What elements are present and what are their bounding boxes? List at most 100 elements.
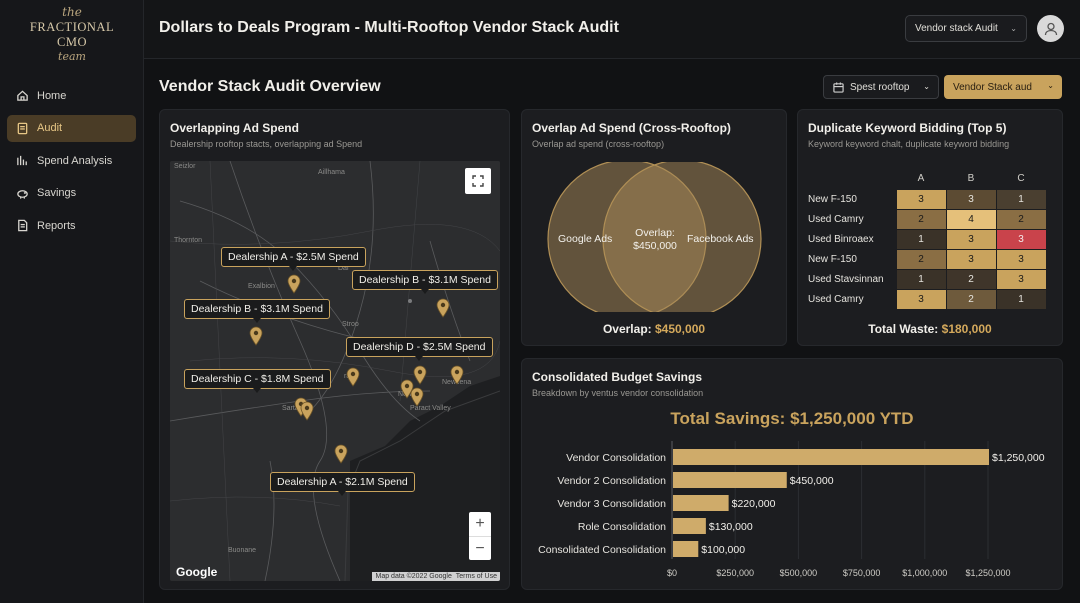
heatmap-cell[interactable]: 3 [895, 288, 947, 310]
x-tick-label: $250,000 [716, 568, 754, 578]
zoom-out-button[interactable]: − [469, 536, 491, 560]
heatmap-row-label: Used Camry [808, 293, 864, 305]
page-title: Vendor Stack Audit Overview [159, 78, 381, 95]
heatmap-cell[interactable]: 3 [995, 268, 1047, 290]
heatmap-cell[interactable]: 3 [945, 248, 997, 270]
user-avatar[interactable] [1037, 15, 1064, 42]
dealership-label[interactable]: Dealership A - $2.5M Spend [221, 247, 366, 271]
x-tick-label: $1,250,000 [965, 568, 1010, 578]
heatmap-row: New F-150 3 3 1 [808, 188, 1047, 210]
venn-circle-facebook[interactable] [602, 162, 762, 312]
map-town: Buonane [228, 547, 257, 554]
venn-center-line-2: $450,000 [633, 240, 677, 252]
map-pin-icon[interactable] [413, 365, 427, 385]
app-title: Dollars to Deals Program - Multi-Rooftop… [159, 19, 619, 36]
sidebar-item-spend-analysis[interactable]: Spend Analysis [7, 147, 136, 174]
x-tick-label: $1,000,000 [902, 568, 947, 578]
dealership-label[interactable]: Dealership D - $2.5M Spend [346, 337, 493, 361]
sidebar-item-label: Savings [37, 187, 77, 199]
map-pin-icon[interactable] [287, 274, 301, 294]
map-pin-icon[interactable] [346, 367, 360, 387]
sidebar-item-savings[interactable]: Savings [7, 180, 136, 207]
total-savings: Total Savings: $1,250,000 YTD [670, 409, 914, 428]
heatmap-cell[interactable]: 3 [995, 228, 1047, 250]
sidebar-item-reports[interactable]: Reports [7, 212, 136, 239]
fullscreen-button[interactable] [465, 168, 491, 194]
dealership-label[interactable]: Dealership B - $3.1M Spend [352, 270, 498, 294]
savings-bar[interactable] [673, 518, 706, 534]
rooftop-select-button[interactable]: Spest rooftop ⌄ [823, 75, 939, 99]
map-pin-icon[interactable] [400, 379, 414, 399]
heatmap-cell[interactable]: 2 [945, 288, 997, 310]
heatmap-cell[interactable]: 1 [995, 288, 1047, 310]
budget-savings-card: Consolidated Budget Savings Breakdown by… [521, 358, 1063, 590]
map-town: Stroo [342, 321, 359, 328]
heatmap-row-label: Used Binroaex [808, 233, 874, 245]
user-icon [1044, 22, 1057, 35]
sidebar-nav: Home Audit Spend Analysis Savings Reports [7, 82, 136, 245]
map-town: Dal [338, 265, 349, 272]
heatmap-cell[interactable]: 3 [945, 228, 997, 250]
savings-bar[interactable] [673, 472, 787, 488]
heatmap-row-label: New F-150 [808, 193, 857, 205]
bar-chart-icon [17, 155, 27, 166]
audit-select[interactable]: Vendor stack Audit ⌄ [905, 15, 1027, 42]
vendor-stack-button[interactable]: Vendor Stack aud ⌄ [944, 75, 1062, 99]
rooftop-select-label: Spest rooftop [850, 81, 910, 93]
map-town: Thornton [174, 237, 203, 244]
map-pin-icon[interactable] [334, 444, 348, 464]
sidebar-item-home[interactable]: Home [7, 82, 136, 109]
heatmap-cell[interactable]: 1 [995, 188, 1047, 210]
sidebar-item-label: Spend Analysis [37, 154, 113, 167]
map-data-link[interactable]: Map data ©2022 Google [375, 573, 452, 580]
heatmap-cell[interactable]: 2 [895, 208, 947, 230]
map-pin-icon[interactable] [450, 365, 464, 385]
dealership-label[interactable]: Dealership B - $3.1M Spend [184, 299, 330, 323]
map-attribution: Map data ©2022 Google Terms of Use [372, 572, 500, 581]
heatmap-row: Used Camry 3 2 1 [808, 288, 1047, 310]
terms-link[interactable]: Terms of Use [455, 573, 497, 580]
zoom-in-button[interactable]: + [475, 515, 485, 532]
chevron-down-icon: ⌄ [923, 82, 930, 91]
heatmap-cell[interactable]: 3 [995, 248, 1047, 270]
audit-select-value: Vendor stack Audit [915, 23, 998, 34]
heatmap-cell[interactable]: 3 [895, 188, 947, 210]
card-subtitle: Dealership rooftop stacts, overlapping a… [170, 139, 363, 149]
sidebar-item-label: Home [37, 89, 67, 102]
brand-logo[interactable]: the FRACTIONAL CMO team [14, 6, 130, 63]
footer-label: Overlap: [602, 322, 652, 336]
dealership-map[interactable]: Seizlor Aillhama Thornton Exalbion Dal S… [170, 161, 500, 581]
map-pin-icon[interactable] [249, 326, 263, 346]
card-title: Overlap Ad Spend (Cross-Rooftop) [532, 121, 731, 135]
venn-diagram [547, 162, 762, 312]
google-logo: Google [176, 565, 218, 579]
heatmap-cell[interactable]: 2 [995, 208, 1047, 230]
heatmap-cell[interactable]: 4 [945, 208, 997, 230]
map-pin-icon[interactable] [300, 401, 314, 421]
map-town: Exalbion [248, 283, 275, 290]
bar-value-label: $100,000 [701, 544, 745, 556]
chevron-down-icon: ⌄ [1047, 81, 1054, 90]
map-pin-icon[interactable] [436, 298, 450, 318]
venn-left-label: Google Ads [558, 233, 613, 245]
heatmap-cell[interactable]: 2 [945, 268, 997, 290]
savings-bar[interactable] [673, 495, 729, 511]
heatmap-footer: Total Waste: $180,000 [798, 322, 1062, 336]
heatmap-cell[interactable]: 3 [945, 188, 997, 210]
map-town: Aillhama [318, 169, 345, 176]
heatmap-cell[interactable]: 1 [895, 228, 947, 250]
report-icon [18, 219, 28, 232]
map-town: Sartago [282, 405, 307, 412]
sidebar-item-audit[interactable]: Audit [7, 114, 136, 142]
dealership-label[interactable]: Dealership A - $2.1M Spend [270, 472, 415, 496]
sidebar-item-label: Reports [37, 219, 76, 232]
savings-bar[interactable] [673, 449, 989, 465]
venn-footer: Overlap: $450,000 [522, 322, 786, 336]
category-label: Role Consolidation [578, 521, 666, 533]
heatmap-cell[interactable]: 2 [895, 248, 947, 270]
savings-bar[interactable] [673, 541, 699, 557]
heatmap-cell[interactable]: 1 [895, 268, 947, 290]
venn-center-label: Overlap: $450,000 [622, 227, 688, 253]
map-pin-icon[interactable] [410, 387, 424, 407]
dealership-label[interactable]: Dealership C - $1.8M Spend [184, 369, 331, 393]
